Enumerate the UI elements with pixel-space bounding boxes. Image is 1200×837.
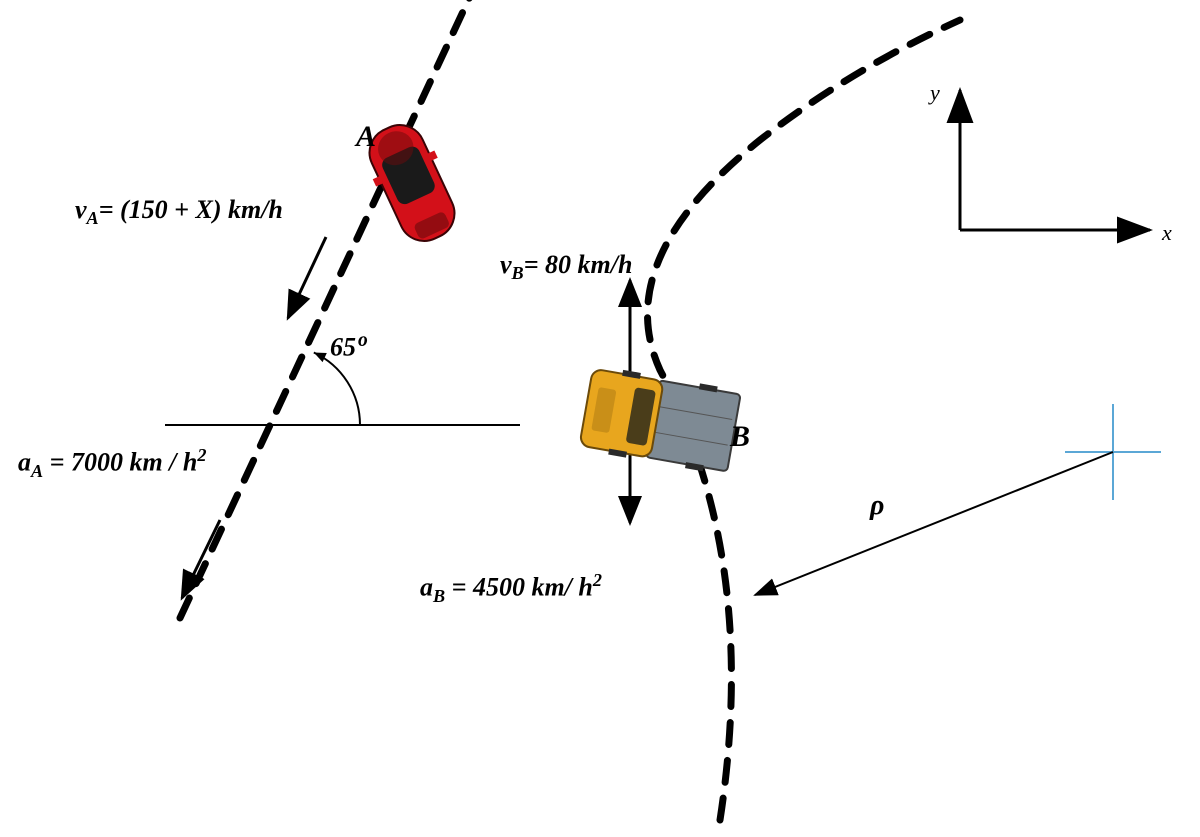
- diagram-svg: [0, 0, 1200, 837]
- label-x-axis: x: [1162, 220, 1172, 246]
- velocity-a-arrow: [288, 237, 326, 318]
- accel-a-arrow: [182, 520, 220, 598]
- label-accel-a: aA = 7000 km / h2: [18, 445, 206, 482]
- radius-arrow: [755, 452, 1113, 595]
- label-angle: 65o: [330, 330, 368, 363]
- path-a-dashed: [180, 0, 516, 618]
- label-velocity-a: vA= (150 + X) km/h: [75, 195, 283, 229]
- diagram-canvas: A B vA= (150 + X) km/h vB= 80 km/h aA = …: [0, 0, 1200, 837]
- angle-arc-arrowhead: [314, 352, 327, 362]
- label-y-axis: y: [930, 80, 940, 106]
- label-rho: ρ: [870, 490, 884, 522]
- label-b: B: [730, 420, 750, 454]
- label-velocity-b: vB= 80 km/h: [500, 250, 632, 284]
- angle-arc: [314, 352, 360, 425]
- car-b: [579, 365, 742, 476]
- label-accel-b: aB = 4500 km/ h2: [420, 570, 602, 607]
- label-a: A: [356, 120, 376, 154]
